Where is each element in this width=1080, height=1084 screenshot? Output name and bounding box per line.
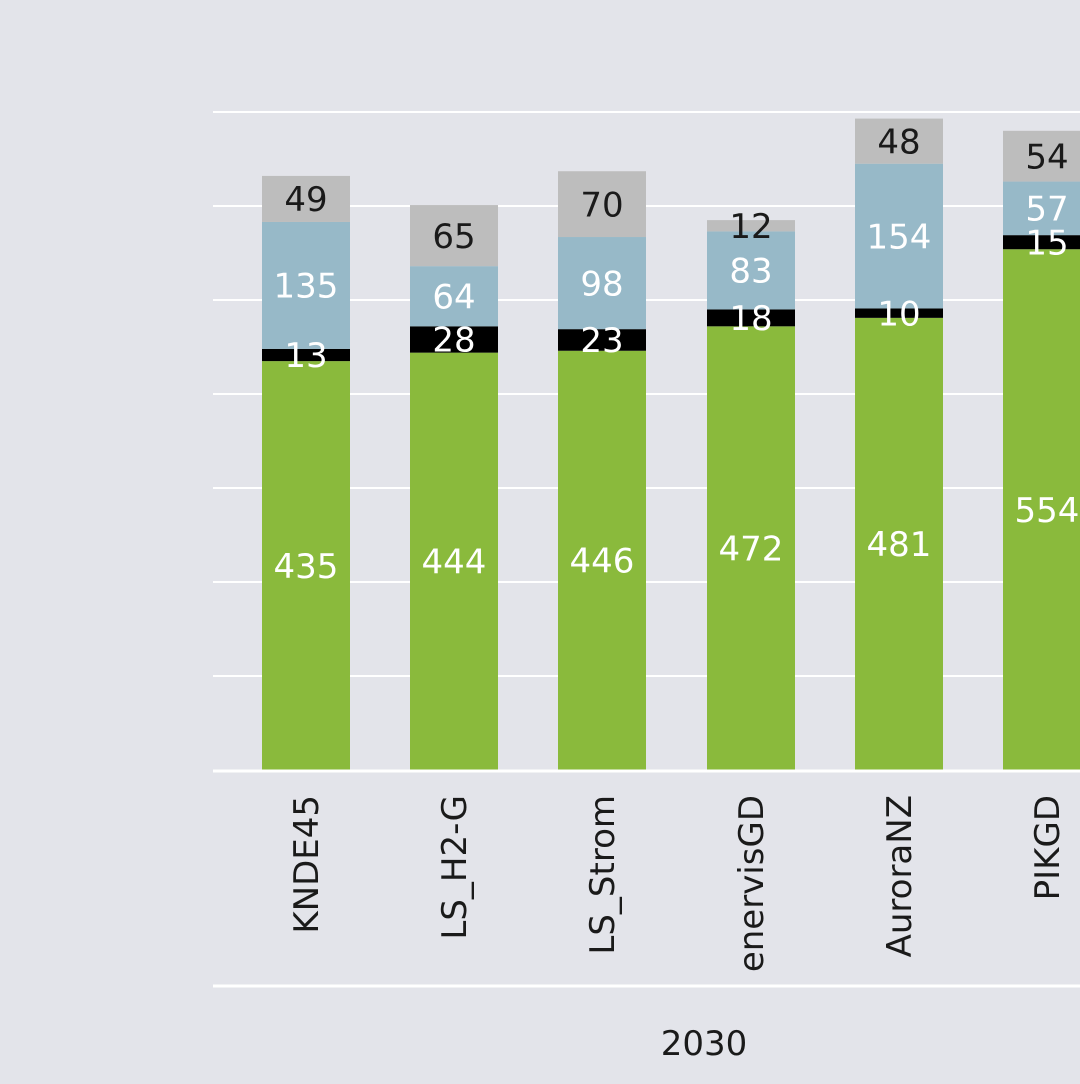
bar-segment xyxy=(262,361,350,770)
bar-segment xyxy=(855,308,943,318)
bar-segment xyxy=(410,326,498,353)
data-label: 154 xyxy=(867,217,932,257)
data-label: 446 xyxy=(570,542,635,582)
data-label: 48 xyxy=(877,122,920,162)
bar-segment xyxy=(707,220,795,232)
data-label: 444 xyxy=(422,543,487,583)
bar-segment xyxy=(707,309,795,327)
bar-segment xyxy=(558,237,646,330)
data-label: 435 xyxy=(274,547,339,587)
bar-segment xyxy=(410,266,498,327)
category-label: LS_Strom xyxy=(583,795,623,955)
bar-segment xyxy=(1003,130,1080,182)
data-label: 135 xyxy=(274,267,339,307)
bar-segment xyxy=(558,350,646,770)
category-label: LS_H2-G xyxy=(435,795,475,940)
data-label: 481 xyxy=(867,525,932,565)
bars xyxy=(262,118,1080,771)
data-label: 70 xyxy=(580,185,623,225)
bar-segment xyxy=(410,205,498,267)
bar-segment xyxy=(855,317,943,770)
data-label: 64 xyxy=(432,277,475,317)
gridlines xyxy=(213,111,1080,677)
data-label: 83 xyxy=(729,252,772,292)
data-label: 13 xyxy=(284,336,327,376)
category-label: AuroraNZ xyxy=(880,795,920,957)
data-label: 28 xyxy=(432,321,475,361)
x-axis: KNDE45 LS_H2-G LS_Strom enervisGD AuroraNZ PI… xyxy=(213,769,1080,988)
bar-segment xyxy=(707,326,795,770)
bar-segment xyxy=(855,163,943,309)
data-label: 472 xyxy=(719,529,784,569)
data-label: 554 xyxy=(1015,491,1080,531)
data-label: 15 xyxy=(1025,223,1068,263)
data-label: 54 xyxy=(1025,137,1068,177)
data-label: 23 xyxy=(580,321,623,361)
bar-segment xyxy=(707,231,795,310)
data-labels: 4351313549444286465446239870472188312481… xyxy=(274,122,1080,586)
data-label: 57 xyxy=(1025,190,1068,230)
category-label: enervisGD xyxy=(732,795,772,972)
bar-segment xyxy=(855,118,943,164)
bar-segment xyxy=(410,352,498,770)
data-label: 65 xyxy=(432,217,475,257)
bar-segment xyxy=(1003,181,1080,236)
data-label: 12 xyxy=(729,207,772,247)
data-label: 18 xyxy=(729,299,772,339)
bar-segment xyxy=(558,171,646,238)
group-label: 2030 xyxy=(661,1024,748,1064)
bar-segment xyxy=(262,348,350,362)
category-label: KNDE45 xyxy=(287,795,327,934)
data-label: 10 xyxy=(877,294,920,334)
bar-segment xyxy=(1003,249,1080,771)
bar-segment xyxy=(262,221,350,349)
data-label: 49 xyxy=(284,180,327,220)
category-label: PIKGD xyxy=(1028,795,1068,900)
bar-segment xyxy=(1003,235,1080,250)
data-label: 98 xyxy=(580,264,623,304)
bar-segment xyxy=(558,329,646,351)
bar-segment xyxy=(262,175,350,222)
